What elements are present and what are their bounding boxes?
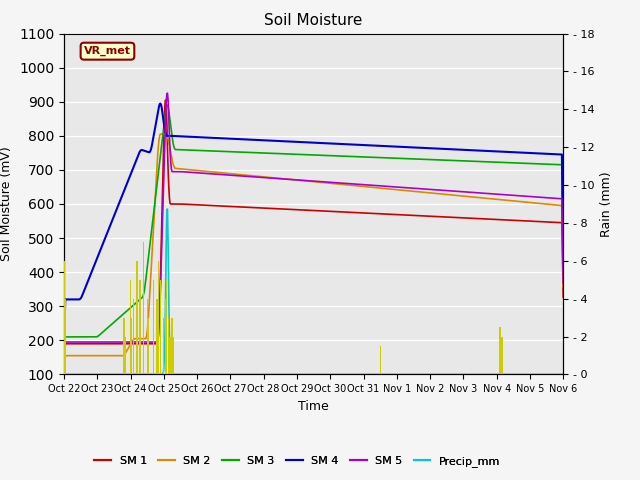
Bar — [157, 261, 159, 374]
Bar — [168, 318, 170, 374]
Bar — [163, 318, 164, 374]
Bar — [380, 346, 381, 374]
Bar — [170, 336, 171, 374]
Title: Soil Moisture: Soil Moisture — [264, 13, 363, 28]
Y-axis label: Rain (mm): Rain (mm) — [600, 171, 613, 237]
Bar — [156, 299, 157, 374]
Bar — [172, 318, 173, 374]
Bar — [501, 336, 502, 374]
Legend: SM 1, SM 2, SM 3, SM 4, SM 5, Precip_mm: SM 1, SM 2, SM 3, SM 4, SM 5, Precip_mm — [90, 451, 505, 471]
Bar — [140, 280, 141, 374]
Bar — [159, 280, 161, 374]
Bar — [165, 299, 166, 374]
Bar — [147, 299, 148, 374]
Bar — [65, 299, 66, 374]
Y-axis label: Soil Moisture (mV): Soil Moisture (mV) — [1, 146, 13, 262]
X-axis label: Time: Time — [298, 400, 329, 413]
Bar — [133, 299, 134, 374]
Bar — [130, 280, 131, 374]
Bar — [136, 261, 138, 374]
Bar — [173, 336, 174, 374]
Bar — [124, 318, 125, 374]
Bar — [125, 336, 126, 374]
Bar — [166, 280, 168, 374]
Bar — [143, 242, 144, 374]
Bar — [63, 261, 65, 374]
Bar — [148, 318, 149, 374]
Bar — [131, 318, 132, 374]
Bar — [499, 327, 500, 374]
Bar — [153, 280, 154, 374]
Text: VR_met: VR_met — [84, 46, 131, 56]
